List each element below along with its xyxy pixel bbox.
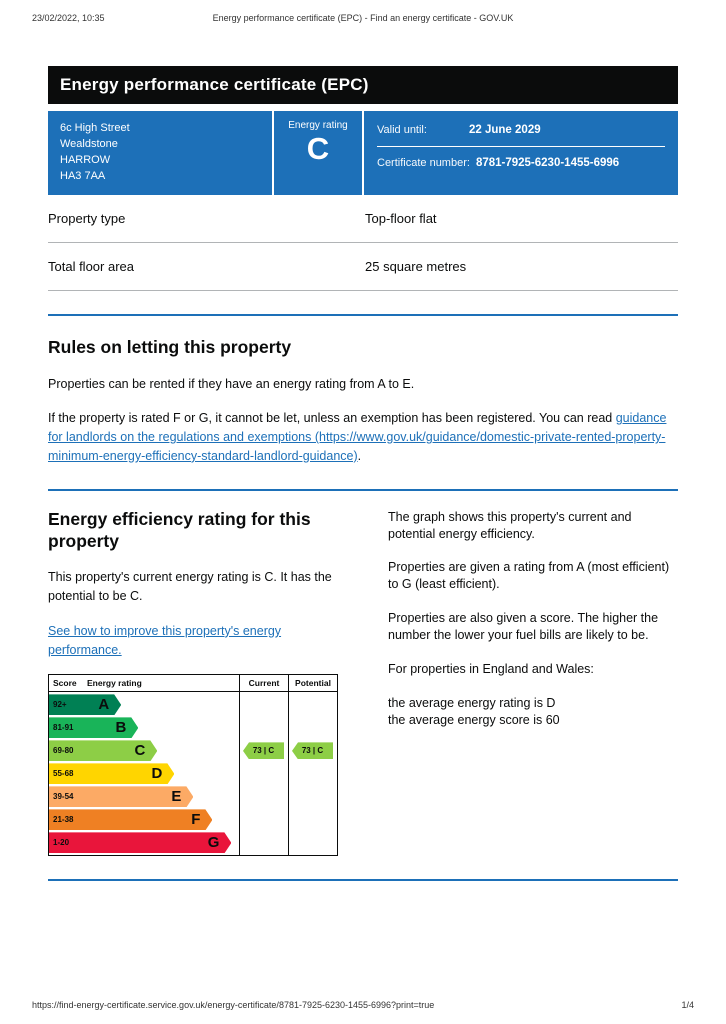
band-score: 92+ (53, 700, 67, 710)
floor-area-value: 25 square metres (365, 258, 467, 274)
band-row-d: 55-68 D (49, 762, 239, 785)
chart-header: Score Energy rating Current Potential (49, 675, 337, 693)
score-explainer-para: Properties are also given a score. The h… (388, 611, 659, 642)
band-score: 69-80 (53, 746, 74, 756)
band-arrow: 81-91 B (49, 717, 138, 738)
band-letter: B (115, 719, 127, 737)
band-row-g: 1-20 G (49, 831, 239, 854)
property-type-label: Property type (48, 210, 126, 226)
chart-body: 92+ A 81-91 B (49, 692, 337, 856)
chart-rating-header: Energy rating (87, 678, 142, 689)
valid-until-value: 22 June 2029 (469, 124, 541, 136)
band-score: 39-54 (53, 792, 74, 802)
property-type-row: Property type Top-floor flat (48, 195, 678, 243)
band-score: 55-68 (53, 769, 74, 779)
letting-rules-para2: If the property is rated F or G, it cann… (48, 409, 678, 465)
band-row-a: 92+ A (49, 693, 239, 716)
property-type-value: Top-floor flat (365, 210, 437, 226)
certificate-title-banner: Energy performance certificate (EPC) (48, 66, 678, 104)
print-title: Energy performance certificate (EPC) - F… (212, 13, 514, 23)
band-letter: C (134, 742, 146, 760)
band-arrow: 92+ A (49, 694, 121, 715)
potential-column: 73 | C (288, 692, 337, 856)
band-letter: G (207, 834, 220, 852)
energy-rating-label: Energy rating (288, 120, 348, 131)
band-arrow: 55-68 D (49, 763, 174, 784)
band-arrow: 21-38 F (49, 809, 212, 830)
chart-score-header: Score (53, 678, 77, 689)
section-divider (48, 313, 678, 316)
current-column: 73 | C (239, 692, 288, 856)
current-indicator: 73 | C (243, 742, 284, 760)
efficiency-section: Energy efficiency rating for this proper… (48, 509, 678, 857)
letting-para2-prefix: If the property is rated F or G, it cann… (48, 411, 616, 426)
graph-explainer-para: The graph shows this property's current … (388, 509, 632, 541)
letting-para2-suffix: . (357, 448, 362, 463)
energy-rating-chart: Score Energy rating Current Potential 92… (48, 674, 338, 857)
rating-scale-para: Properties are given a rating from A (mo… (388, 560, 670, 592)
efficiency-heading: Energy efficiency rating for this proper… (48, 508, 311, 551)
floor-area-row: Total floor area 25 square metres (48, 243, 678, 291)
band-score: 81-91 (53, 723, 74, 733)
band-arrow: 69-80 C (49, 740, 157, 761)
band-letter: D (151, 765, 163, 783)
letting-rules-heading: Rules on letting this property (48, 336, 292, 357)
potential-indicator: 73 | C (292, 742, 333, 760)
section-divider (48, 879, 678, 882)
certificate-title: Energy performance certificate (EPC) (60, 75, 369, 94)
efficiency-right-column: The graph shows this property's current … (388, 509, 678, 857)
landlord-guidance-link[interactable]: guidance for landlords on the regulation… (48, 411, 667, 463)
print-footer-url: https://find-energy-certificate.service.… (32, 1000, 435, 1010)
print-page-number: 1/4 (681, 1000, 694, 1010)
efficiency-para1: This property's current energy rating is… (48, 570, 332, 604)
energy-rating-value: C (306, 131, 330, 166)
band-row-f: 21-38 F (49, 808, 239, 831)
valid-until-label: Valid until: (377, 124, 427, 136)
certificate-number-row: Certificate number: 8781-7925-6230-1455-… (377, 147, 665, 179)
summary-banner: 6c High Street Wealdstone HARROW HA3 7AA… (48, 111, 678, 195)
band-row-c: 69-80 C (49, 739, 239, 762)
averages-para: the average energy rating is D the avera… (388, 695, 560, 727)
certificate-number-label: Certificate number: (377, 157, 470, 169)
energy-rating-box: Energy rating C (274, 111, 362, 195)
band-arrow: 1-20 G (49, 832, 231, 853)
letting-rules-para1: Properties can be rented if they have an… (48, 376, 415, 391)
print-footer: https://find-energy-certificate.service.… (32, 1000, 694, 1010)
band-letter: E (171, 788, 182, 806)
certificate-content: Energy performance certificate (EPC) 6c … (48, 66, 678, 882)
band-row-b: 81-91 B (49, 716, 239, 739)
valid-until-row: Valid until: 22 June 2029 (377, 111, 665, 147)
band-letter: F (191, 811, 201, 829)
band-letter: A (98, 696, 110, 714)
improve-performance-link[interactable]: See how to improve this property's energ… (48, 623, 282, 657)
chart-current-header: Current (239, 675, 288, 692)
chart-band-rows: 92+ A 81-91 B (49, 692, 239, 855)
section-divider (48, 488, 678, 491)
chart-potential-header: Potential (288, 675, 337, 692)
property-address: 6c High Street Wealdstone HARROW HA3 7AA (48, 111, 272, 195)
print-datetime: 23/02/2022, 10:35 (32, 13, 105, 23)
validity-box: Valid until: 22 June 2029 Certificate nu… (364, 111, 678, 195)
band-score: 21-38 (53, 815, 74, 825)
band-score: 1-20 (53, 838, 70, 848)
print-header: 23/02/2022, 10:35 Energy performance cer… (32, 13, 694, 23)
band-arrow: 39-54 E (49, 786, 193, 807)
floor-area-label: Total floor area (48, 258, 134, 274)
efficiency-left-column: Energy efficiency rating for this proper… (48, 509, 340, 857)
band-row-e: 39-54 E (49, 785, 239, 808)
certificate-number-value: 8781-7925-6230-1455-6996 (475, 157, 620, 169)
england-wales-para: For properties in England and Wales: (388, 661, 594, 676)
